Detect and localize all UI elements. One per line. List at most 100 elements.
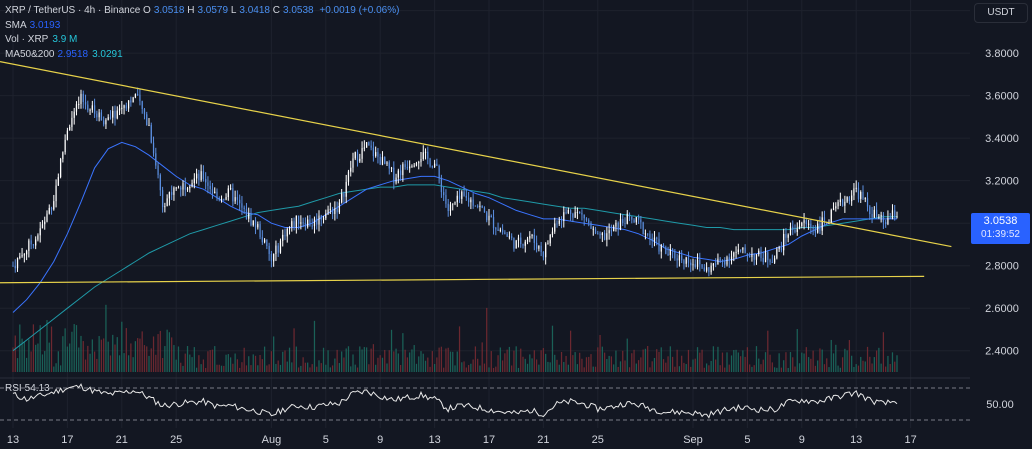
- volume-bar: [744, 356, 746, 372]
- candle-body: [93, 105, 96, 114]
- candle-body: [828, 223, 830, 225]
- volume-row[interactable]: Vol · XRP 3.9 M: [5, 33, 399, 48]
- candle-body: [669, 248, 671, 256]
- volume-bar: [223, 365, 225, 372]
- ma-row[interactable]: MA50&200 2.9518 3.0291: [5, 48, 399, 63]
- volume-bar: [220, 365, 223, 372]
- price-axis[interactable]: 4.00003.80003.60003.40003.20003.00002.80…: [985, 6, 1019, 358]
- rsi-legend[interactable]: RSI 54.13: [5, 383, 50, 394]
- volume-bar: [96, 358, 98, 372]
- candle-body: [615, 222, 617, 227]
- candle-body: [656, 237, 658, 239]
- candle-body: [764, 252, 767, 263]
- volume-bar: [592, 366, 594, 372]
- candle-body: [567, 210, 569, 213]
- candle-body: [341, 193, 343, 203]
- candle-body: [812, 227, 814, 229]
- candle-body: [721, 260, 724, 262]
- currency-button[interactable]: USDT: [974, 3, 1028, 23]
- candle-body: [481, 205, 483, 208]
- candle-body: [839, 199, 841, 203]
- last-price-tag: 3.0538 01:39:52: [971, 213, 1030, 244]
- candle-body: [338, 202, 341, 213]
- volume-bar: [560, 351, 563, 372]
- candle-body: [273, 254, 275, 262]
- candle-body: [59, 158, 62, 178]
- candle-body: [703, 267, 705, 271]
- candle-body: [592, 228, 594, 230]
- candle-body: [329, 208, 331, 210]
- volume-bar: [683, 362, 685, 372]
- volume-bar: [14, 335, 16, 372]
- candle-body: [588, 220, 590, 223]
- volume-bar: [785, 352, 787, 372]
- volume-bar: [798, 363, 801, 372]
- volume-bar: [531, 358, 533, 372]
- candle-body: [601, 233, 603, 236]
- candle-body: [624, 223, 626, 225]
- candle-body: [166, 198, 168, 207]
- volume-bar: [710, 360, 712, 372]
- volume-bar: [821, 349, 823, 372]
- sma-row[interactable]: SMA 3.0193: [5, 19, 399, 34]
- candle-body: [690, 262, 692, 266]
- volume-bar: [211, 349, 214, 372]
- volume-bar: [488, 367, 490, 372]
- candle-body: [681, 255, 683, 261]
- candle-body: [279, 240, 282, 253]
- price-tick-label: 3.8000: [985, 48, 1019, 60]
- volume-bar: [232, 363, 234, 372]
- candle-body: [801, 222, 803, 227]
- candle-body: [171, 192, 173, 195]
- volume-bar: [300, 365, 302, 372]
- candle-body: [295, 215, 297, 228]
- volume-bar: [152, 336, 155, 372]
- volume-bar: [177, 346, 180, 372]
- volume-bar: [762, 359, 764, 372]
- candle-body: [572, 213, 574, 218]
- volume-bar: [368, 364, 370, 372]
- candle-body: [832, 208, 835, 210]
- candle-body: [347, 171, 350, 182]
- volume-bar: [794, 366, 796, 372]
- volume-bar: [109, 355, 112, 372]
- candle-body: [300, 222, 302, 224]
- candle-body: [318, 215, 320, 225]
- volume-bar: [524, 358, 526, 372]
- volume-bar: [674, 366, 676, 372]
- sma-label: SMA: [5, 19, 27, 31]
- volume-bar: [107, 341, 109, 372]
- rsi-pane: 50.00: [0, 377, 1014, 421]
- volume-bar: [409, 352, 411, 372]
- volume-bar: [640, 357, 642, 372]
- candle-body: [39, 228, 41, 236]
- trendlines[interactable]: [0, 61, 952, 284]
- volume-bar: [694, 358, 696, 372]
- candle-body: [565, 212, 567, 214]
- volume-bar: [558, 364, 560, 372]
- volume-bar: [307, 362, 309, 372]
- candle-body: [96, 113, 98, 118]
- symbol-title[interactable]: XRP / TetherUS · 4h · Binance: [5, 5, 141, 16]
- candle-body: [331, 208, 334, 215]
- volume-bar: [563, 361, 565, 372]
- price-tick-label: 3.2000: [985, 176, 1019, 188]
- candle-body: [454, 202, 456, 204]
- volume-bar: [447, 347, 449, 372]
- volume-bar: [19, 324, 21, 372]
- candle-body: [606, 233, 608, 240]
- candle-body: [887, 217, 889, 225]
- time-axis[interactable]: 13 17 21 25 Aug 5 9 13 17 21 25 Sep 5 9 13 17: [7, 434, 917, 446]
- candle-body: [472, 199, 474, 206]
- volume-bar: [44, 351, 46, 372]
- volume-bar: [148, 355, 150, 372]
- volume-label: Vol · XRP: [5, 34, 49, 45]
- candle-body: [200, 171, 202, 181]
- candle-body: [397, 170, 399, 178]
- candle-body: [429, 158, 431, 167]
- time-tick-label: 13: [7, 434, 19, 446]
- volume-bar: [767, 330, 769, 372]
- volume-bar: [667, 356, 669, 372]
- volume-bar: [84, 359, 87, 372]
